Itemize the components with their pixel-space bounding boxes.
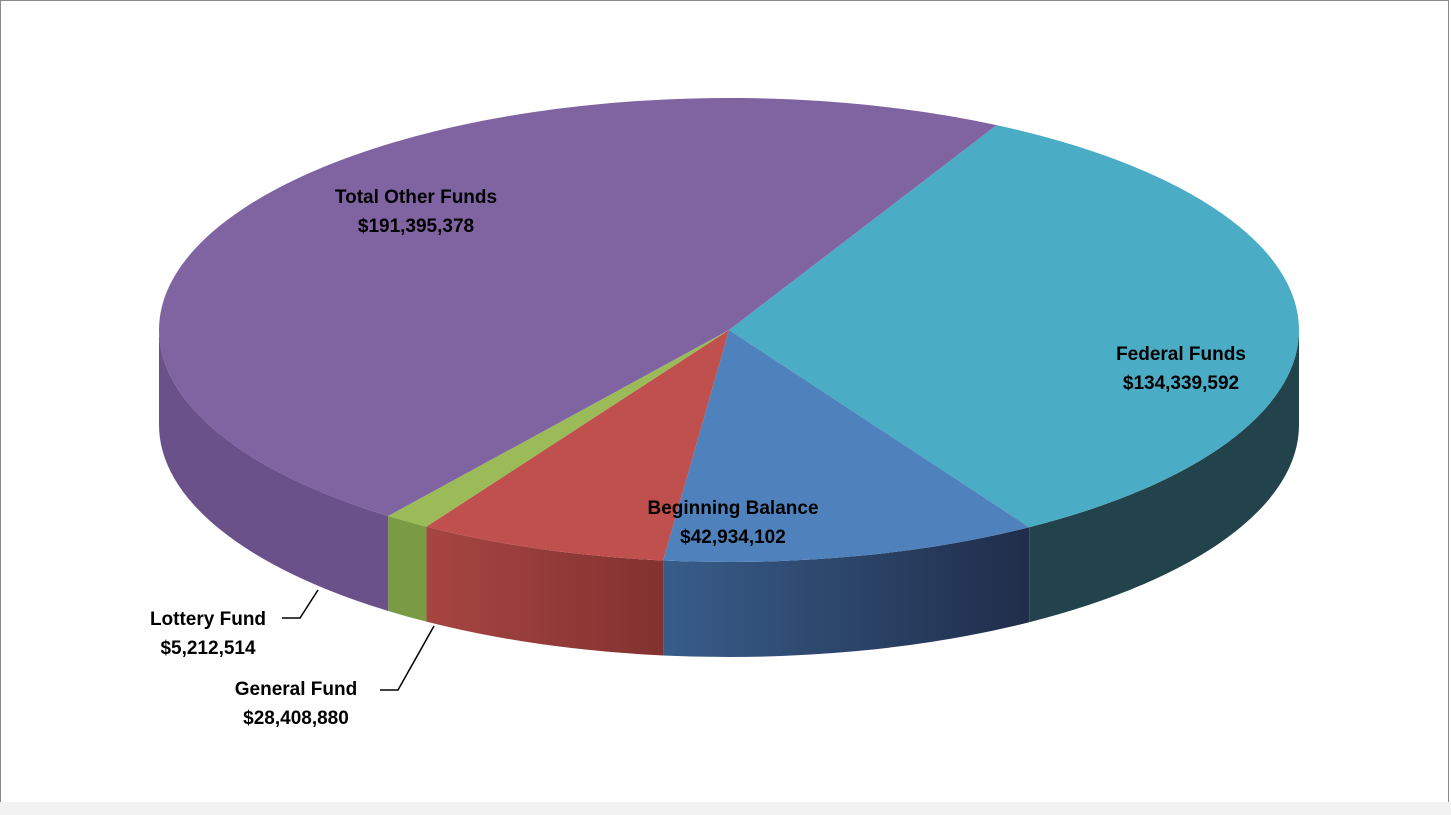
label-beginning-balance-name: Beginning Balance [647, 498, 818, 519]
leader-line-general-fund [380, 625, 435, 691]
label-federal-funds-name: Federal Funds [1116, 344, 1246, 365]
slice-total-other-funds [158, 97, 997, 516]
leader-lines [282, 589, 435, 691]
label-federal-funds-value: $134,339,592 [1123, 373, 1239, 394]
slice-beginning-balance [663, 330, 1030, 562]
label-lottery-fund-value: $5,212,514 [160, 638, 256, 659]
label-beginning-balance-value: $42,934,102 [680, 527, 786, 548]
pie-sides [158, 330, 1299, 657]
slice-lottery-fund [388, 330, 729, 527]
leader-line-lottery-fund [282, 589, 319, 619]
pie-tops [158, 97, 1300, 562]
slice-side-general-fund [426, 526, 664, 656]
slice-side-beginning-balance [663, 527, 1030, 657]
bottom-band [0, 802, 1451, 815]
label-general-fund-name: General Fund [235, 679, 357, 700]
label-total-other-funds-value: $191,395,378 [358, 216, 474, 237]
slice-side-federal-funds [1029, 330, 1299, 623]
slice-general-fund [426, 330, 729, 561]
label-lottery-fund-name: Lottery Fund [150, 609, 266, 630]
slice-side-total-other-funds [158, 330, 389, 611]
slice-federal-funds [729, 125, 1300, 528]
label-general-fund-value: $28,408,880 [243, 708, 349, 729]
slice-side-lottery-fund [388, 515, 427, 622]
label-total-other-funds-name: Total Other Funds [335, 187, 497, 208]
